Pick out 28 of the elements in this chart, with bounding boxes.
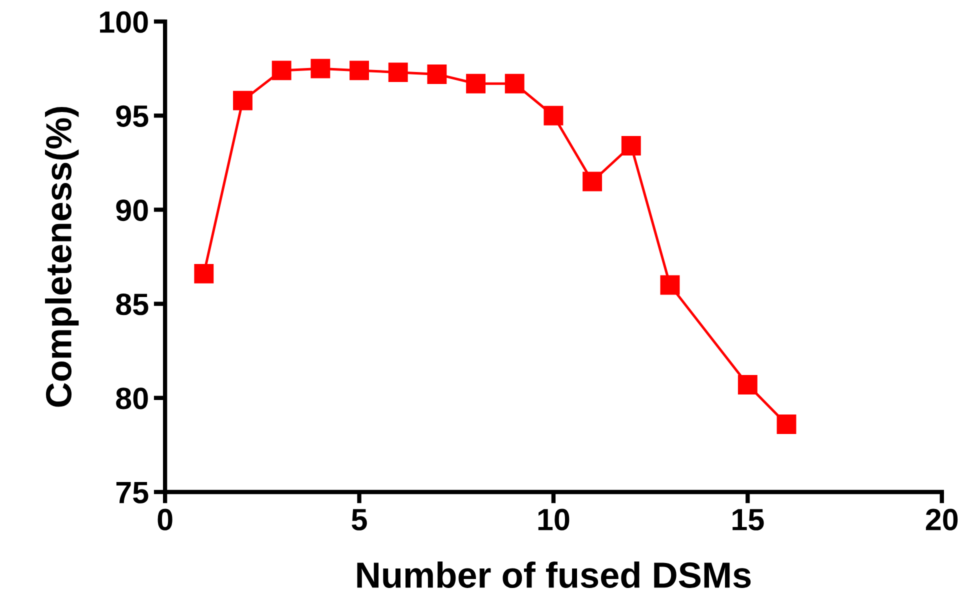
point [427,64,447,84]
point [776,414,796,434]
point [621,136,641,156]
x-tick-label: 0 [158,508,172,530]
point [504,74,524,94]
point [310,58,330,78]
point [388,62,408,82]
y-axis-title: Completeness(%) [45,107,79,407]
point [194,264,214,284]
x-tick-label: 5 [352,509,367,530]
point [738,375,758,394]
x-axis-title: Number of fused DSMs [357,561,751,588]
x-tick-label: 20 [926,508,958,530]
y-tick-label: 95 [116,105,148,127]
y-tick-label: 100 [100,11,148,33]
point [582,172,602,192]
y-tick-label: 80 [116,388,148,410]
point [660,275,680,295]
point [544,106,564,126]
x-tick-label: 10 [538,508,570,530]
point [233,90,252,110]
point [272,60,292,80]
point [350,60,369,80]
y-tick-label: 85 [116,294,148,316]
x-tick-label: 15 [732,509,764,530]
y-tick-label: 90 [116,199,148,222]
y-tick-label: 75 [116,482,148,504]
point [466,74,486,94]
